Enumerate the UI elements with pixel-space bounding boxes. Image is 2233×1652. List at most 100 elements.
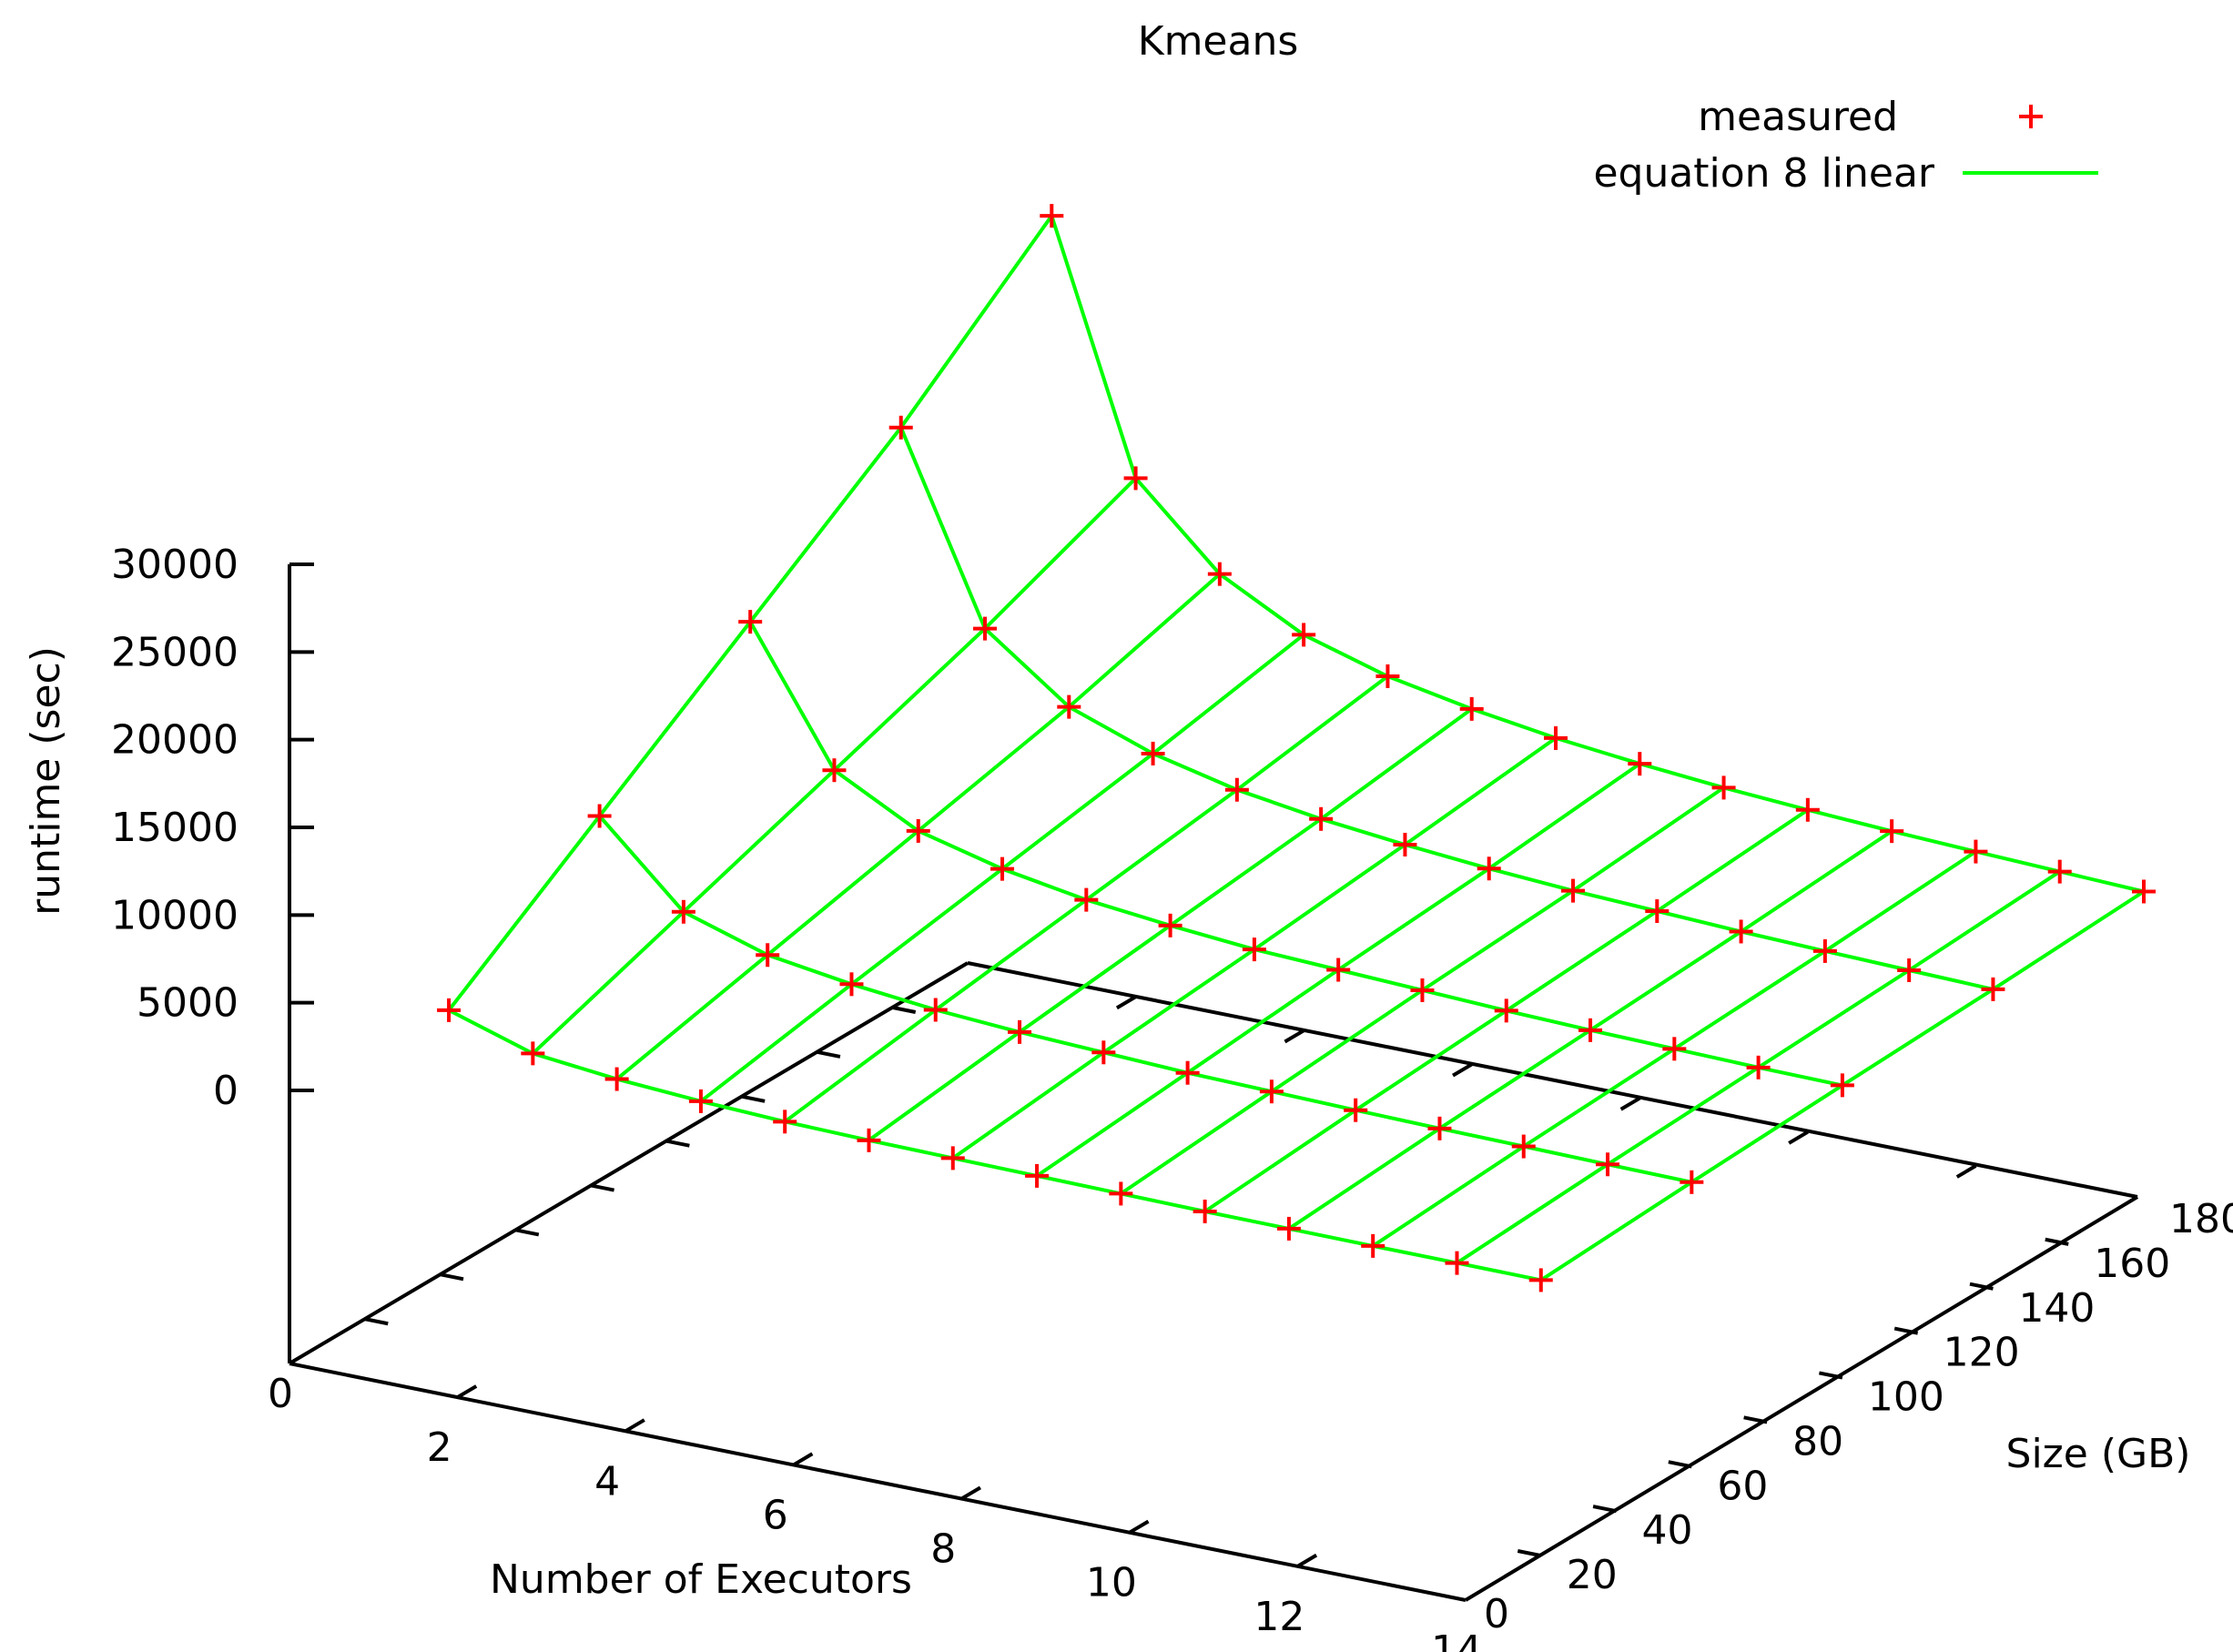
measured-point-size-60-exec-2 <box>671 899 695 924</box>
measured-point-size-60-exec-4 <box>839 972 864 997</box>
measured-point-size-20-exec-8 <box>1025 1163 1050 1188</box>
measured-point-size-140-exec-2 <box>973 616 998 641</box>
y-tick-label-140: 140 <box>2018 1285 2095 1332</box>
y-tick-60 <box>1668 1460 1692 1469</box>
fit-curve-size-100 <box>748 621 1843 1088</box>
measured-point-size-60-exec-3 <box>756 943 780 968</box>
legend-label-measured: measured <box>1698 94 1898 140</box>
measured-point-size-140-exec-13 <box>1897 958 1922 982</box>
measured-point-size-140-exec-5 <box>1224 777 1249 802</box>
measured-point-size-60-exec-11 <box>1427 1116 1452 1140</box>
y-axis-line <box>1464 1195 2139 1602</box>
measured-point-size-100-exec-3 <box>906 818 930 843</box>
measured-point-size-100-exec-7 <box>1242 937 1266 962</box>
measured-point-size-100-exec-1 <box>738 610 763 634</box>
z-tick-label-25000: 25000 <box>111 629 239 675</box>
measured-point-size-180-exec-10 <box>1795 797 1820 822</box>
y-tick-back-60 <box>514 1228 540 1237</box>
z-tick-label-5000: 5000 <box>137 980 239 1027</box>
y-tick-label-20: 20 <box>1567 1552 1618 1598</box>
measured-point-size-20-exec-6 <box>857 1128 881 1152</box>
x-tick-back-4 <box>1284 1029 1305 1044</box>
measured-point-size-100-exec-5 <box>1074 887 1099 912</box>
y-tick-label-120: 120 <box>1944 1330 2020 1376</box>
measured-point-size-180-exec-5 <box>1375 664 1400 688</box>
y-tick-back-20 <box>364 1317 389 1326</box>
y-tick-40 <box>1592 1505 1617 1514</box>
measured-point-size-20-exec-11 <box>1276 1216 1301 1241</box>
y-tick-back-40 <box>440 1272 464 1282</box>
legend: measured equation 8 linear <box>1593 94 2098 197</box>
measured-point-size-140-exec-6 <box>1309 806 1334 831</box>
y-tick-back-120 <box>741 1094 766 1103</box>
x-tick-label-0: 0 <box>268 1371 293 1417</box>
measured-point-size-20-exec-3 <box>604 1067 629 1091</box>
measured-point-size-20-exec-5 <box>773 1110 797 1134</box>
measured-point-size-60-exec-10 <box>1344 1098 1368 1122</box>
measured-point-size-140-exec-8 <box>1477 856 1501 881</box>
fit-curve-size-20 <box>448 1008 1542 1282</box>
y-tick-label-100: 100 <box>1868 1374 1944 1421</box>
axis-ticks: 0 5000 10000 15000 20000 25000 30000 0 2 4 6 8 10 12 1… <box>111 542 2233 1652</box>
measured-point-size-20-exec-7 <box>940 1146 965 1171</box>
measured-point-size-140-exec-3 <box>1057 694 1081 719</box>
z-tick-label-0: 0 <box>213 1068 239 1114</box>
measured-point-size-180-exec-8 <box>1628 752 1652 776</box>
measured-point-size-100-exec-13 <box>1746 1055 1771 1079</box>
z-tick-label-15000: 15000 <box>111 805 239 851</box>
measured-point-size-100-exec-6 <box>1158 913 1182 937</box>
measured-point-size-100-exec-4 <box>990 856 1015 881</box>
measured-point-size-60-exec-8 <box>1175 1060 1200 1085</box>
measured-points <box>437 204 2156 1292</box>
y-tick-back-80 <box>590 1183 614 1192</box>
measured-point-size-140-exec-12 <box>1812 938 1837 963</box>
legend-label-equation-8-linear: equation 8 linear <box>1593 150 1934 197</box>
y-tick-label-160: 160 <box>2094 1241 2170 1287</box>
measured-point-size-60-exec-13 <box>1596 1152 1620 1177</box>
measured-point-size-180-exec-14 <box>2132 879 2156 904</box>
y-tick-label-80: 80 <box>1792 1418 1843 1465</box>
measured-point-size-180-exec-3 <box>1207 562 1232 586</box>
y-tick-back-100 <box>665 1139 690 1148</box>
axes <box>288 564 2139 1602</box>
x-tick-label-8: 8 <box>930 1526 956 1573</box>
z-tick-label-20000: 20000 <box>111 717 239 764</box>
measured-point-size-180-exec-9 <box>1711 775 1736 800</box>
measured-point-size-20-exec-4 <box>688 1089 713 1113</box>
measured-point-size-100-exec-8 <box>1326 958 1351 982</box>
x-tick-back-12 <box>1955 1164 1977 1179</box>
x-tick-label-2: 2 <box>427 1424 452 1471</box>
axis-titles: Number of Executors Size (GB) runtime (s… <box>23 646 2190 1603</box>
measured-point-size-60-exec-6 <box>1008 1019 1032 1044</box>
measured-point-size-140-exec-1 <box>888 415 913 440</box>
y-axis-title: Size (GB) <box>2006 1431 2191 1477</box>
measured-point-size-140-exec-11 <box>1729 919 1753 944</box>
z-tick-label-30000: 30000 <box>111 542 239 588</box>
y-tick-label-0: 0 <box>1484 1591 1509 1637</box>
measured-point-size-100-exec-9 <box>1410 978 1435 1002</box>
y-tick-back-160 <box>891 1005 917 1014</box>
legend-marker-measured <box>2019 105 2043 128</box>
chart-title: Kmeans <box>1138 18 1299 65</box>
x-axis-title: Number of Executors <box>490 1556 912 1603</box>
measured-point-size-100-exec-11 <box>1578 1018 1603 1042</box>
back-y-axis-line <box>288 961 969 1365</box>
measured-point-size-180-exec-6 <box>1459 696 1484 721</box>
y-tick-label-180: 180 <box>2169 1196 2233 1242</box>
y-tick-80 <box>1743 1415 1768 1424</box>
back-x-axis-line <box>967 961 2138 1199</box>
measured-point-size-60-exec-5 <box>923 998 948 1022</box>
measured-point-size-140-exec-4 <box>1141 741 1165 765</box>
measured-point-size-20-exec-13 <box>1445 1251 1469 1275</box>
measured-point-size-20-exec-9 <box>1109 1181 1133 1206</box>
x-axis-line <box>289 1362 1467 1602</box>
y-tick-140 <box>1969 1282 1994 1291</box>
measured-point-size-60-exec-12 <box>1511 1134 1536 1159</box>
measured-point-size-140-exec-14 <box>1981 977 2005 1001</box>
fit-curve-size-60 <box>598 815 1692 1184</box>
fit-curve-size-180 <box>1050 215 2145 894</box>
measured-point-size-60-exec-9 <box>1259 1079 1284 1104</box>
x-tick-label-6: 6 <box>763 1492 788 1538</box>
measured-point-size-180-exec-12 <box>1964 839 1988 864</box>
measured-point-size-60-exec-14 <box>1680 1170 1704 1194</box>
